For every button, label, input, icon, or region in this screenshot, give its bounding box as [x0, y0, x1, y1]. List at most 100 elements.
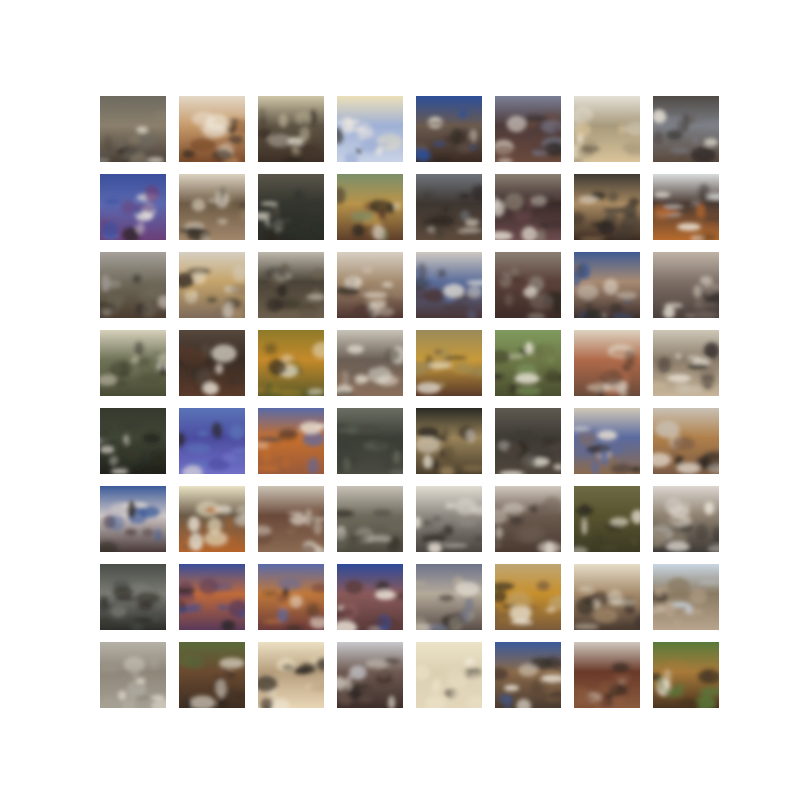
sample-tile	[495, 642, 561, 708]
sample-image	[653, 486, 719, 552]
sample-image	[653, 174, 719, 240]
sample-image	[495, 330, 561, 396]
sample-image	[179, 96, 245, 162]
sample-image	[337, 486, 403, 552]
tile-texture	[663, 276, 719, 318]
sample-tile	[258, 408, 324, 474]
tile-texture	[495, 496, 561, 552]
sample-image	[337, 96, 403, 162]
tile-texture	[495, 341, 561, 396]
tile-texture	[653, 184, 719, 240]
tile-texture	[179, 187, 245, 240]
tile-texture	[495, 656, 561, 708]
sample-tile	[258, 564, 324, 630]
sample-image	[179, 486, 245, 552]
sample-tile	[258, 330, 324, 396]
tile-texture	[258, 342, 324, 396]
tile-texture	[416, 109, 478, 162]
tile-texture	[258, 189, 324, 240]
sample-tile	[179, 96, 245, 162]
tile-texture	[495, 111, 561, 162]
sample-image	[337, 408, 403, 474]
sample-tile	[416, 330, 482, 396]
sample-tile	[337, 330, 403, 396]
sample-tile	[100, 330, 166, 396]
sample-image	[574, 486, 640, 552]
sample-image	[258, 252, 324, 318]
sample-image	[416, 96, 482, 162]
sample-tile	[653, 564, 719, 630]
tile-texture	[179, 342, 245, 396]
tile-texture	[574, 662, 632, 708]
sample-tile	[100, 408, 166, 474]
tile-texture	[100, 500, 162, 552]
tile-texture	[258, 107, 318, 162]
sample-image	[653, 96, 719, 162]
sample-tile	[574, 486, 640, 552]
sample-image	[416, 642, 482, 708]
sample-tile	[179, 408, 245, 474]
sample-tile	[337, 408, 403, 474]
sample-image	[258, 408, 324, 474]
sample-image	[653, 564, 719, 630]
tile-texture	[586, 344, 636, 396]
sample-tile	[100, 252, 166, 318]
sample-tile	[653, 330, 719, 396]
tile-texture	[100, 423, 166, 474]
tile-texture	[337, 344, 403, 396]
sample-image	[100, 642, 166, 708]
sample-tile	[258, 174, 324, 240]
sample-tile	[258, 96, 324, 162]
tile-texture	[416, 498, 482, 552]
sample-tile	[179, 252, 245, 318]
tile-texture	[653, 420, 719, 474]
tile-texture	[182, 111, 245, 162]
sample-tile	[495, 330, 561, 396]
sample-image	[337, 330, 403, 396]
sample-tile	[100, 486, 166, 552]
sample-image	[258, 564, 324, 630]
sample-image	[574, 408, 640, 474]
tile-texture	[497, 429, 561, 474]
sample-image	[416, 174, 482, 240]
sample-tile	[337, 252, 403, 318]
sample-image	[100, 96, 166, 162]
tile-texture	[337, 658, 401, 708]
sample-tile	[179, 486, 245, 552]
sample-tile	[495, 252, 561, 318]
sample-tile	[574, 564, 640, 630]
sample-tile	[653, 486, 719, 552]
sample-image	[416, 486, 482, 552]
tile-texture	[337, 509, 403, 552]
sample-image	[495, 642, 561, 708]
sample-image	[258, 642, 324, 708]
sample-image	[258, 330, 324, 396]
sample-tile	[416, 252, 482, 318]
tile-background	[100, 330, 166, 396]
sample-image	[179, 252, 245, 318]
sample-tile	[574, 174, 640, 240]
sample-tile	[100, 642, 166, 708]
sample-image	[258, 96, 324, 162]
sample-tile	[337, 174, 403, 240]
sample-tile	[574, 408, 640, 474]
sample-image	[416, 252, 482, 318]
sample-tile	[100, 174, 166, 240]
tile-texture	[416, 658, 482, 708]
sample-tile	[574, 642, 640, 708]
sample-image	[574, 174, 640, 240]
sample-tile	[495, 486, 561, 552]
sample-tile	[416, 564, 482, 630]
sample-tile	[337, 96, 403, 162]
sample-image	[574, 330, 640, 396]
tile-texture	[262, 578, 324, 630]
sample-image	[495, 96, 561, 162]
sample-tile	[574, 330, 640, 396]
sample-image	[574, 252, 640, 318]
tile-texture	[419, 185, 482, 240]
sample-image	[495, 486, 561, 552]
tile-texture	[258, 656, 324, 708]
sample-tile	[179, 330, 245, 396]
sample-image	[179, 174, 245, 240]
sample-image	[100, 252, 166, 318]
